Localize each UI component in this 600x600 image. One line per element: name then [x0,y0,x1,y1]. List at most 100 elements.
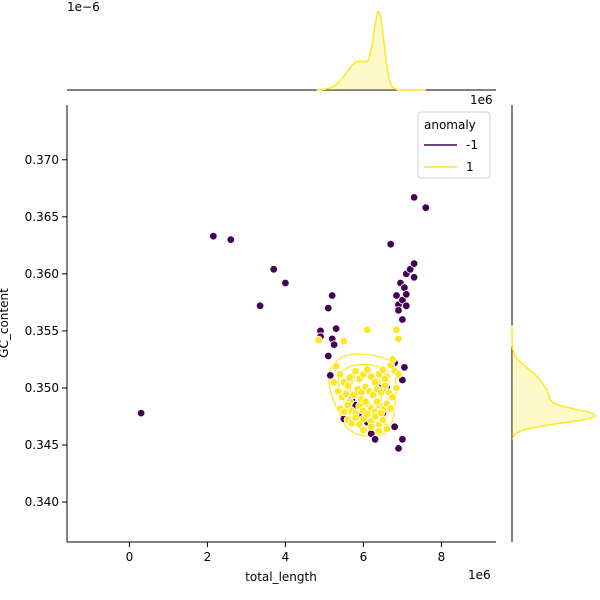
x-axis-label: total_length [245,570,317,584]
x-tick-label: 4 [282,550,290,564]
normal-point [341,389,351,398]
anomaly-point [386,239,395,249]
right-scale-label: 1e6 [470,93,493,107]
normal-point [339,337,349,346]
normal-point [374,427,384,436]
normal-point [355,420,364,429]
normal-point [351,413,360,422]
normal-point [367,422,376,431]
normal-point [345,373,354,382]
normal-point [351,366,360,376]
x-scale-label: 1e6 [468,568,491,582]
anomaly-point [409,259,419,268]
anomaly-point [324,351,333,361]
x-ticks: 0 2 4 6 8 [126,542,445,564]
anomaly-point [136,408,146,418]
y-tick-label: 0.345 [25,438,59,452]
anomaly-point [326,371,335,380]
normal-point [378,415,388,425]
normal-point [331,362,341,371]
normal-point [380,381,390,390]
normal-point [388,392,397,402]
normal-point [392,325,401,334]
anomaly-point [324,303,333,313]
normal-point [378,365,388,374]
normal-point [376,408,386,418]
right-kde-fill [512,325,596,440]
anomaly-point [398,375,407,385]
y-tick-label: 0.370 [25,153,59,167]
normal-point [386,404,395,413]
scatter-points [136,193,430,453]
normal-point [314,335,323,345]
anomaly-point [328,291,337,300]
anomaly-point [400,363,409,372]
x-tick-label: 0 [126,550,134,564]
normal-point [372,397,382,406]
y-tick-label: 0.365 [25,210,59,224]
normal-point [359,426,368,435]
right-kde-line [511,325,597,440]
normal-point [368,390,378,399]
anomaly-point [406,265,415,274]
normal-point [394,370,403,379]
normal-point [339,407,349,417]
anomaly-point [392,291,401,300]
normal-point [367,372,376,381]
right-marginal: 1e6 [470,93,597,542]
normal-point [363,325,372,334]
top-kde-line [316,10,426,91]
normal-point [333,387,343,396]
anomaly-point [209,231,218,241]
legend: anomaly -1 1 [417,111,491,179]
anomaly-point [400,283,409,292]
top-marginal: 1e−6 [67,0,496,91]
anomaly-point [370,435,380,444]
normal-point [394,334,403,344]
normal-point [370,378,380,387]
normal-point [382,424,391,434]
anomaly-point [398,315,407,324]
anomaly-point [398,295,407,305]
normal-point [380,374,390,383]
anomaly-point [269,265,278,274]
x-tick-label: 6 [360,550,368,564]
legend-label-normal: 1 [466,160,474,174]
y-tick-label: 0.355 [25,324,59,338]
anomaly-point [409,193,419,202]
normal-point [363,365,372,374]
legend-title: anomaly [424,118,476,132]
normal-point [363,410,372,419]
anomaly-point [409,273,419,282]
main-axes: 0 2 4 6 8 0.340 0.345 0.350 0.355 0.360 0.365 0.37… [0,105,496,584]
anomaly-point [255,301,265,310]
x-tick-label: 2 [204,550,212,564]
anomaly-point [398,435,407,444]
anomaly-point [226,235,235,244]
anomaly-point [331,324,341,333]
normal-point [343,400,352,410]
normal-point [329,378,339,387]
anomaly-point [421,203,430,212]
anomaly-point [390,422,399,431]
anomaly-point [402,290,411,299]
anomaly-point [329,340,339,349]
normal-point [361,397,370,406]
y-axis-label: GC_content [0,288,11,358]
anomaly-point [402,301,411,310]
y-tick-label: 0.340 [25,495,59,509]
normal-point [349,390,358,399]
normal-point [343,381,352,390]
anomaly-point [394,444,403,453]
normal-point [376,388,386,397]
y-tick-label: 0.360 [25,267,59,281]
normal-point [388,355,397,364]
normal-point [335,370,345,379]
y-ticks: 0.340 0.345 0.350 0.355 0.360 0.365 0.370 [25,153,67,509]
top-scale-label: 1e−6 [67,0,100,14]
anomaly-point [394,306,403,315]
legend-label-anomaly: -1 [466,138,478,152]
y-tick-label: 0.350 [25,381,59,395]
normal-point [392,383,401,393]
